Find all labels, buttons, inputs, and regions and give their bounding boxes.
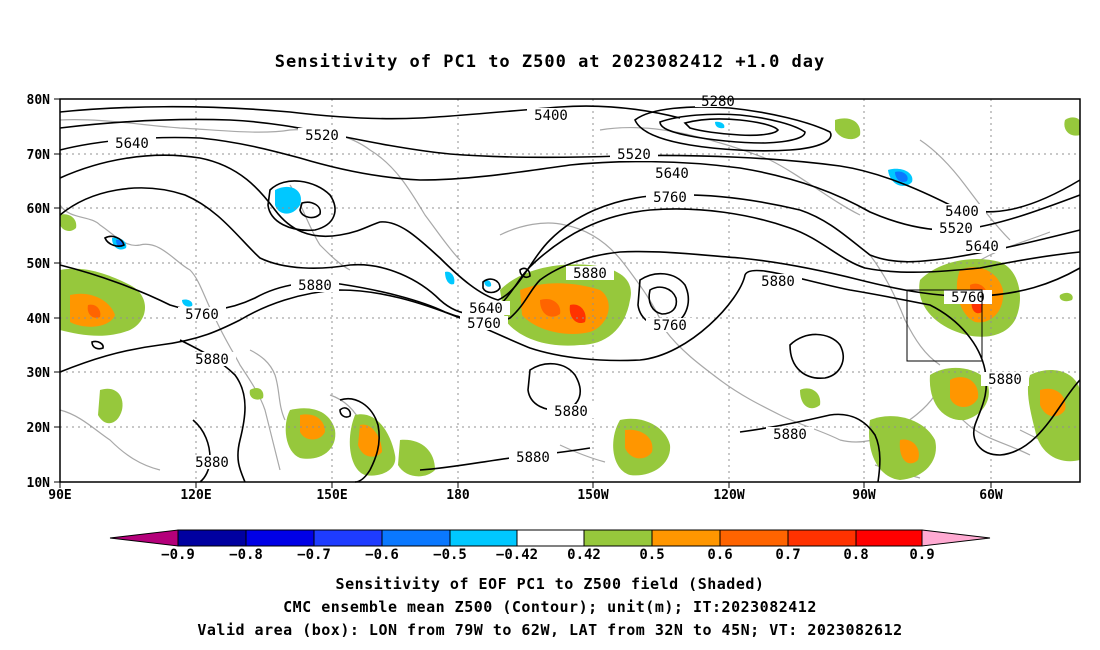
caption-line-2: CMC ensemble mean Z500 (Contour); unit(m…	[283, 598, 817, 616]
contour-label: 5640	[965, 239, 999, 255]
colorbar-cell	[921, 529, 991, 547]
contour-label: 5880	[573, 266, 607, 282]
colorbar-label: −0.6	[365, 547, 399, 563]
contour-label: 5520	[939, 221, 973, 237]
lat-tick-label: 60N	[27, 202, 51, 217]
tick-marks	[54, 98, 992, 488]
contour-label: 5760	[467, 316, 501, 332]
caption: Sensitivity of EOF PC1 to Z500 field (Sh…	[197, 575, 902, 639]
lon-tick-label: 120W	[713, 488, 744, 503]
contour-label: 5520	[305, 128, 339, 144]
colorbar-cell	[516, 529, 585, 547]
contour-label: 5640	[655, 166, 689, 182]
colorbar: −0.9 −0.8 −0.7 −0.6 −0.5 −0.42 0.42 0.5 …	[109, 529, 991, 563]
colorbar-label: 0.9	[909, 547, 934, 563]
contour-label: 5880	[988, 372, 1022, 388]
contour-label: 5760	[185, 307, 219, 323]
valid-area-box	[906, 289, 983, 362]
contour-label: 5760	[951, 290, 985, 306]
lon-tick-label: 60W	[979, 488, 1003, 503]
colorbar-cell	[855, 529, 923, 547]
colorbar-label: 0.5	[639, 547, 664, 563]
colorbar-cell	[583, 529, 653, 547]
longitude-labels: 90E 120E 150E 180 150W 120W 90W 60W	[48, 488, 1003, 503]
contour-label: 5280	[701, 94, 735, 110]
contour-label: 5760	[653, 318, 687, 334]
contour-label: 5880	[516, 450, 550, 466]
map-frame	[59, 98, 1081, 483]
colorbar-cell	[787, 529, 857, 547]
colorbar-cell	[719, 529, 789, 547]
contour-label: 5520	[617, 147, 651, 163]
contour-label: 5880	[195, 455, 229, 471]
lon-tick-label: 90W	[852, 488, 876, 503]
colorbar-label: 0.7	[775, 547, 800, 563]
lon-tick-label: 120E	[180, 488, 211, 503]
colorbar-cell	[177, 529, 247, 547]
contour-label: 5760	[653, 190, 687, 206]
colorbar-cell	[313, 529, 383, 547]
lat-tick-label: 10N	[27, 476, 51, 491]
colorbar-label: −0.5	[433, 547, 467, 563]
caption-line-1: Sensitivity of EOF PC1 to Z500 field (Sh…	[336, 575, 765, 593]
colorbar-cell	[245, 529, 315, 547]
contour-label: 5880	[554, 404, 588, 420]
lat-tick-label: 80N	[27, 93, 51, 108]
contour-label: 5640	[469, 301, 503, 317]
lon-tick-label: 90E	[48, 488, 71, 503]
lat-tick-label: 50N	[27, 257, 51, 272]
colorbar-label: −0.8	[229, 547, 263, 563]
colorbar-label: −0.9	[161, 547, 195, 563]
colorbar-cell	[449, 529, 518, 547]
map-panel: 5280 5400 5520 5640 5520 5640 5760 5400 …	[54, 94, 1081, 488]
latitude-labels: 80N 70N 60N 50N 40N 30N 20N 10N	[27, 93, 51, 491]
lon-tick-label: 150W	[577, 488, 608, 503]
contour-label: 5640	[115, 136, 149, 152]
lon-tick-label: 150E	[316, 488, 347, 503]
lon-tick-label: 180	[446, 488, 470, 503]
lat-tick-label: 30N	[27, 366, 51, 381]
contour-label: 5880	[761, 274, 795, 290]
lat-tick-label: 40N	[27, 312, 51, 327]
colorbar-label: 0.42	[567, 547, 601, 563]
contour-label: 5400	[534, 108, 568, 124]
colorbar-label: −0.42	[496, 547, 538, 563]
contour-label: 5880	[195, 352, 229, 368]
map-title: Sensitivity of PC1 to Z500 at 2023082412…	[275, 52, 826, 72]
contour-label: 5880	[298, 278, 332, 294]
colorbar-label: −0.7	[297, 547, 331, 563]
colorbar-label: 0.8	[843, 547, 868, 563]
sensitivity-shading	[60, 117, 1080, 480]
colorbar-label: 0.6	[707, 547, 732, 563]
colorbar-cell	[651, 529, 721, 547]
lat-tick-label: 20N	[27, 421, 51, 436]
colorbar-cell	[109, 529, 179, 547]
lat-tick-label: 70N	[27, 148, 51, 163]
caption-line-3: Valid area (box): LON from 79W to 62W, L…	[197, 621, 902, 639]
colorbar-cell	[381, 529, 451, 547]
contour-labels: 5280 5400 5520 5640 5520 5640 5760 5400 …	[108, 94, 1029, 471]
contour-label: 5880	[773, 427, 807, 443]
contour-label: 5400	[945, 204, 979, 220]
